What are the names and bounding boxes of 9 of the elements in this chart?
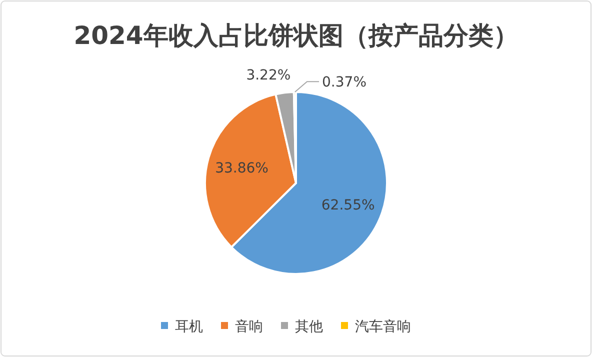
legend-label: 耳机 — [175, 319, 203, 335]
data-label: 0.37% — [322, 74, 367, 91]
data-label: 62.55% — [321, 198, 375, 214]
legend-label: 音响 — [235, 319, 263, 335]
legend-label: 其他 — [295, 319, 323, 335]
data-label: 3.22% — [246, 68, 291, 84]
legend-label: 汽车音响 — [355, 319, 411, 335]
data-label: 33.86% — [215, 160, 268, 176]
chart-title: 2024年收入占比饼状图（按产品分类） — [74, 21, 518, 50]
